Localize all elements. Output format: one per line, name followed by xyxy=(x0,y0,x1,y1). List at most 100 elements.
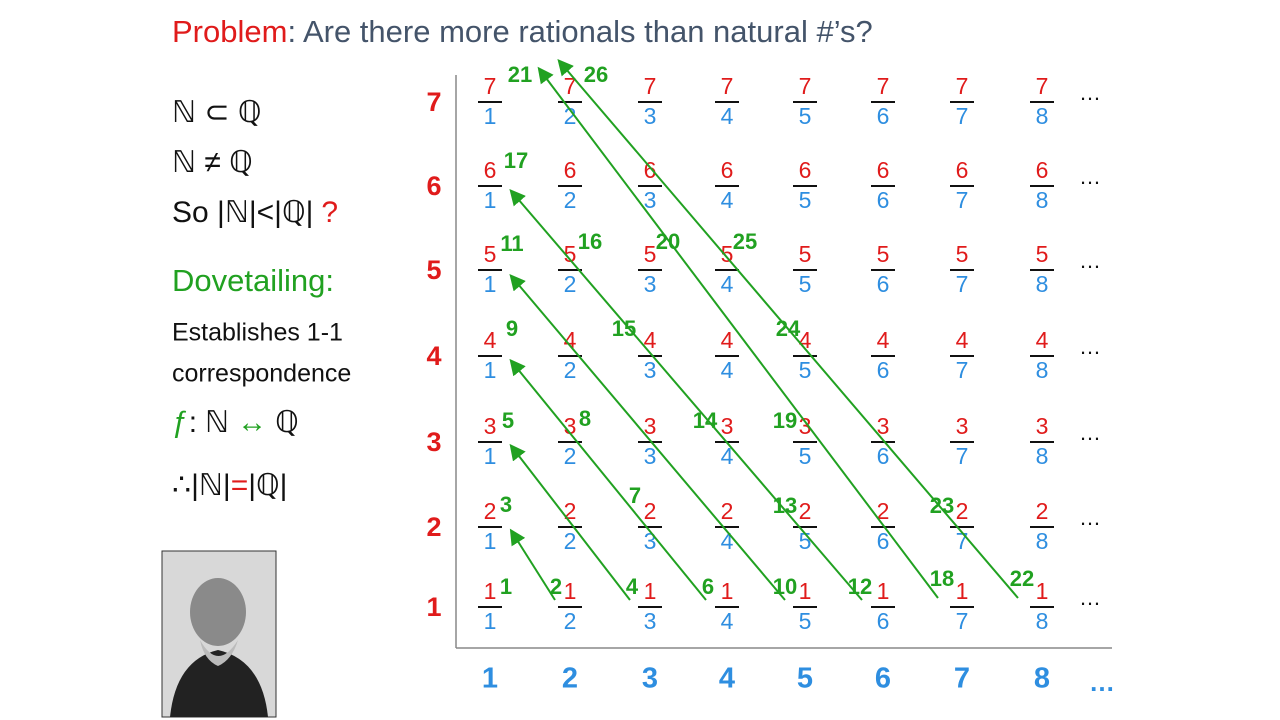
denominator: 3 xyxy=(644,271,657,297)
therefore-left: ∴|ℕ| xyxy=(172,469,231,502)
f-right: ℚ xyxy=(275,406,299,439)
row-more: … xyxy=(1079,164,1101,189)
enumeration-label: 3 xyxy=(500,492,512,517)
row-label: 2 xyxy=(426,512,441,542)
denominator: 4 xyxy=(721,443,734,469)
numerator: 1 xyxy=(1036,578,1049,604)
denominator: 2 xyxy=(564,528,577,554)
numerator: 1 xyxy=(644,578,657,604)
note: So |ℕ|<|ℚ|? xyxy=(172,196,338,229)
row-label: 3 xyxy=(426,427,441,457)
numerator: 2 xyxy=(484,498,497,524)
enumeration-label: 13 xyxy=(773,493,797,518)
denominator: 2 xyxy=(564,443,577,469)
numerator: 1 xyxy=(721,578,734,604)
numerator: 5 xyxy=(1036,241,1049,267)
column-label: 5 xyxy=(797,663,813,695)
denominator: 6 xyxy=(877,528,890,554)
denominator: 3 xyxy=(644,443,657,469)
numerator: 3 xyxy=(484,413,497,439)
enumeration-label: 18 xyxy=(930,566,954,591)
denominator: 1 xyxy=(484,357,497,383)
denominator: 2 xyxy=(564,608,577,634)
numerator: 4 xyxy=(956,327,969,353)
numerator: 4 xyxy=(564,327,577,353)
enumeration-label: 11 xyxy=(500,231,523,256)
numerator: 2 xyxy=(721,498,734,524)
numerator: 3 xyxy=(1036,413,1049,439)
numerator: 7 xyxy=(877,73,890,99)
numerator: 6 xyxy=(877,157,890,183)
enumeration-label: 17 xyxy=(504,148,528,173)
denominator: 1 xyxy=(484,608,497,634)
denominator: 1 xyxy=(484,187,497,213)
therefore: ∴|ℕ|=|ℚ| xyxy=(172,469,287,502)
numerator: 4 xyxy=(877,327,890,353)
numerator: 1 xyxy=(484,578,497,604)
numerator: 6 xyxy=(956,157,969,183)
title-highlight: Problem xyxy=(172,14,287,49)
denominator: 1 xyxy=(484,528,497,554)
numerator: 6 xyxy=(564,157,577,183)
denominator: 8 xyxy=(1036,357,1049,383)
denominator: 7 xyxy=(956,271,969,297)
enumeration-label: 9 xyxy=(506,316,518,341)
denominator: 8 xyxy=(1036,608,1049,634)
f-arrow: ↔ xyxy=(237,406,267,439)
numerator: 2 xyxy=(799,498,812,524)
note: ℕ ⊂ ℚ xyxy=(172,96,261,129)
numerator: 6 xyxy=(1036,157,1049,183)
numerator: 3 xyxy=(956,413,969,439)
enumeration-label: 25 xyxy=(733,229,757,254)
numerator: 3 xyxy=(644,413,657,439)
numerator: 1 xyxy=(799,578,812,604)
enumeration-label: 16 xyxy=(578,229,602,254)
denominator: 5 xyxy=(799,443,812,469)
row-label: 7 xyxy=(426,87,441,117)
denominator: 8 xyxy=(1036,103,1049,129)
note: Establishes 1-1 xyxy=(172,319,343,347)
numerator: 2 xyxy=(644,498,657,524)
numerator: 4 xyxy=(644,327,657,353)
method: Dovetailing: xyxy=(172,263,334,298)
row-more: … xyxy=(1079,248,1101,273)
denominator: 7 xyxy=(956,528,969,554)
numerator: 2 xyxy=(877,498,890,524)
denominator: 3 xyxy=(644,187,657,213)
numerator: 7 xyxy=(956,73,969,99)
row-more: … xyxy=(1079,420,1101,445)
denominator: 7 xyxy=(956,608,969,634)
function: ƒ: ℕ ↔ ℚ xyxy=(172,406,299,439)
note: correspondence xyxy=(172,360,351,388)
enumeration-label: 6 xyxy=(702,574,714,599)
numerator: 5 xyxy=(484,241,497,267)
numerator: 3 xyxy=(877,413,890,439)
enumeration-label: 23 xyxy=(930,493,954,518)
numerator: 7 xyxy=(1036,73,1049,99)
denominator: 3 xyxy=(644,103,657,129)
enumeration-label: 5 xyxy=(502,408,514,433)
numerator: 6 xyxy=(721,157,734,183)
enumeration-label: 7 xyxy=(629,483,641,508)
numerator: 2 xyxy=(1036,498,1049,524)
denominator: 4 xyxy=(721,357,734,383)
column-label: 8 xyxy=(1034,663,1050,695)
note-mark: ? xyxy=(321,196,338,229)
enumeration-label: 8 xyxy=(579,406,591,431)
numerator: 4 xyxy=(484,327,497,353)
enumeration-label: 20 xyxy=(656,229,680,254)
enumeration-label: 2 xyxy=(550,574,562,599)
column-label: 1 xyxy=(482,663,498,695)
arrow xyxy=(557,58,1019,599)
row-more: … xyxy=(1079,505,1101,530)
title-rest: : Are there more rationals than natural … xyxy=(287,14,872,49)
denominator: 3 xyxy=(644,608,657,634)
numerator: 4 xyxy=(721,327,734,353)
numerator: 5 xyxy=(644,241,657,267)
therefore-eq: = xyxy=(231,469,249,502)
denominator: 6 xyxy=(877,187,890,213)
grid: 11112131415161718…22122232425262728…3313… xyxy=(426,58,1115,697)
f-colon: : xyxy=(189,406,197,439)
enumeration-label: 26 xyxy=(584,62,608,87)
